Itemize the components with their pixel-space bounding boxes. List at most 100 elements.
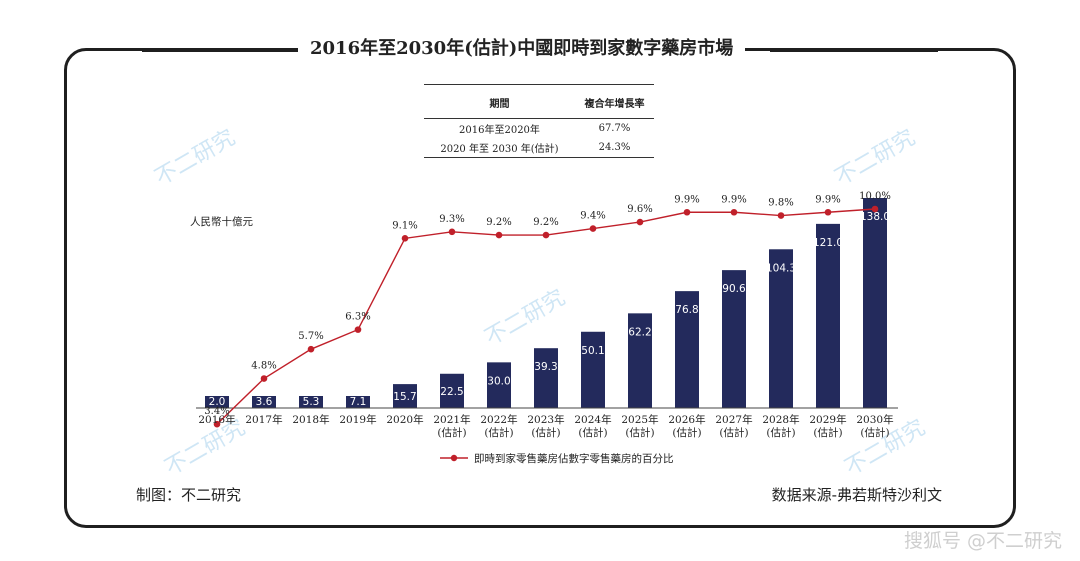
- x-tick-label: (估計): [813, 426, 842, 439]
- x-tick-label: 2026年: [668, 413, 705, 426]
- bar-value-label: 7.1: [350, 396, 367, 408]
- bar-value-label: 104.3: [766, 262, 796, 274]
- legend-label: 即時到家零售藥房佔數字零售藥房的百分比: [474, 452, 674, 465]
- bar: [205, 396, 229, 408]
- legend-marker: [450, 454, 458, 462]
- bar-value-label: 39.3: [534, 361, 557, 373]
- line-point: [307, 345, 315, 353]
- line-point: [213, 420, 221, 428]
- line-value-label: 9.6%: [627, 204, 652, 215]
- cagr-rate: 67.7%: [598, 123, 631, 134]
- line-value-label: 9.9%: [674, 194, 699, 205]
- line-value-label: 3.4%: [204, 406, 229, 417]
- line-point: [542, 231, 550, 239]
- bar-value-label: 138.0: [860, 211, 890, 223]
- line-point: [777, 212, 785, 219]
- x-tick-label: (估計): [766, 426, 795, 439]
- x-tick-label: (估計): [578, 426, 607, 439]
- x-tick-label: 2018年: [292, 413, 329, 426]
- cagr-period: 2016年至2020年: [459, 125, 540, 136]
- line-value-label: 9.1%: [392, 220, 417, 231]
- line-point: [871, 205, 879, 213]
- line-point: [354, 326, 362, 333]
- cagr-period: 2020 年至 2030 年(估計): [424, 138, 575, 158]
- line-point: [589, 225, 597, 232]
- bar-value-label: 15.7: [393, 391, 416, 403]
- line-value-label: 6.3%: [345, 312, 370, 323]
- watermark-site: 搜狐号 @不二研究: [903, 530, 1062, 552]
- bar: [769, 249, 793, 408]
- bar-value-label: 30.0: [487, 375, 510, 387]
- cagr-header-rate: 複合年增長率: [574, 84, 654, 119]
- bar: [863, 198, 887, 408]
- line-value-label: 9.2%: [533, 217, 558, 228]
- x-tick-label: 2021年: [433, 413, 470, 426]
- bar: [816, 223, 840, 408]
- line-point: [824, 208, 832, 216]
- legend: 即時到家零售藥房佔數字零售藥房的百分比: [440, 452, 674, 465]
- y-axis-label: 人民幣十億元: [190, 215, 253, 228]
- bar: [722, 270, 746, 408]
- line-point: [495, 231, 503, 239]
- title-rule-right: [770, 49, 938, 52]
- bar-value-label: 5.3: [303, 396, 320, 408]
- cagr-rate: 24.3%: [574, 138, 654, 158]
- line-point: [730, 208, 738, 216]
- x-tick-label: (估計): [625, 426, 654, 439]
- bar-value-label: 121.0: [813, 237, 843, 249]
- bar: [675, 291, 699, 408]
- bar: [628, 313, 652, 408]
- x-tick-label: (估計): [860, 426, 889, 439]
- line-value-label: 9.8%: [768, 198, 793, 209]
- x-tick-label: 2019年: [339, 413, 376, 426]
- line-point: [401, 235, 409, 242]
- bar: [393, 384, 417, 408]
- line-value-label: 9.9%: [815, 194, 840, 205]
- bar: [581, 331, 605, 408]
- bar: [299, 396, 323, 408]
- footer-credit: 制图：不二研究: [136, 486, 242, 504]
- x-tick-label: (估計): [672, 426, 701, 439]
- bar-series: 2.0 3.6 5.3 7.1 15.7 22.5 30.0 39.3 50.1 62.2 76.8…: [205, 198, 890, 408]
- line-point: [448, 228, 456, 236]
- x-axis-ticks: 2016年 2017年 2018年 2019年 2020年 2021年(估計)2022年(…: [198, 413, 893, 439]
- bar: [534, 348, 558, 408]
- bar-value-label: 50.1: [581, 345, 604, 357]
- x-tick-label: (估計): [484, 426, 513, 439]
- bar-value-label: 62.2: [628, 326, 651, 338]
- line-series: 3.4% 4.8% 5.7% 6.3% 9.1% 9.3% 9.2% 9.2% 9.4% 9.6%…: [204, 191, 891, 428]
- x-tick-label: 2016年: [198, 413, 235, 426]
- chart-title: 2016年至2030年(估計)中國即時到家數字藥房市場: [298, 36, 746, 62]
- bar: [346, 396, 370, 408]
- bar: [252, 396, 276, 408]
- x-tick-label: 2017年: [245, 413, 282, 426]
- bar-value-label: 3.6: [256, 396, 273, 408]
- line-value-label: 5.7%: [298, 331, 323, 342]
- x-tick-label: 2030年: [856, 413, 893, 426]
- line-point: [636, 218, 644, 226]
- x-tick-label: 2022年: [480, 413, 517, 426]
- footer-source: 数据来源-弗若斯特沙利文: [771, 486, 942, 504]
- line-point: [260, 375, 268, 382]
- line-value-label: 9.9%: [721, 194, 746, 205]
- bar: [440, 373, 464, 408]
- x-tick-label: 2024年: [574, 413, 611, 426]
- x-tick-label: (估計): [719, 426, 748, 439]
- line-value-label: 10.0%: [859, 191, 891, 202]
- line-value-label: 9.4%: [580, 211, 605, 222]
- x-tick-label: (估計): [531, 426, 560, 439]
- x-tick-label: 2025年: [621, 413, 658, 426]
- bar-value-label: 76.8: [675, 304, 698, 316]
- x-tick-label: 2020年: [386, 413, 423, 426]
- bar-value-label: 22.5: [440, 386, 463, 398]
- line-point: [683, 208, 691, 216]
- line-value-label: 9.2%: [486, 217, 511, 228]
- x-tick-label: 2023年: [527, 413, 564, 426]
- cagr-header-period: 期間: [424, 84, 575, 119]
- bar-value-label: 2.0: [209, 396, 226, 408]
- bar-value-label: 90.6: [722, 283, 746, 295]
- x-tick-label: 2029年: [809, 413, 846, 426]
- x-tick-label: (估計): [437, 426, 466, 439]
- title-rule-left: [142, 49, 302, 52]
